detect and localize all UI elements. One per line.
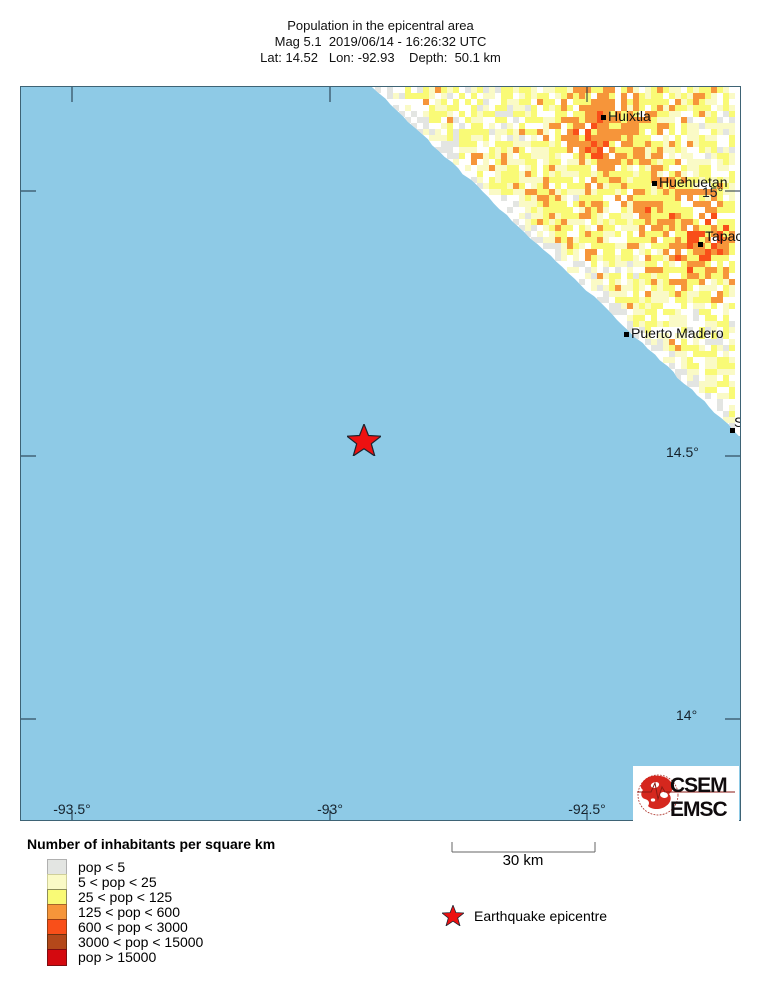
svg-text:CSEM: CSEM — [670, 774, 727, 797]
svg-text:EMSC: EMSC — [670, 798, 728, 821]
